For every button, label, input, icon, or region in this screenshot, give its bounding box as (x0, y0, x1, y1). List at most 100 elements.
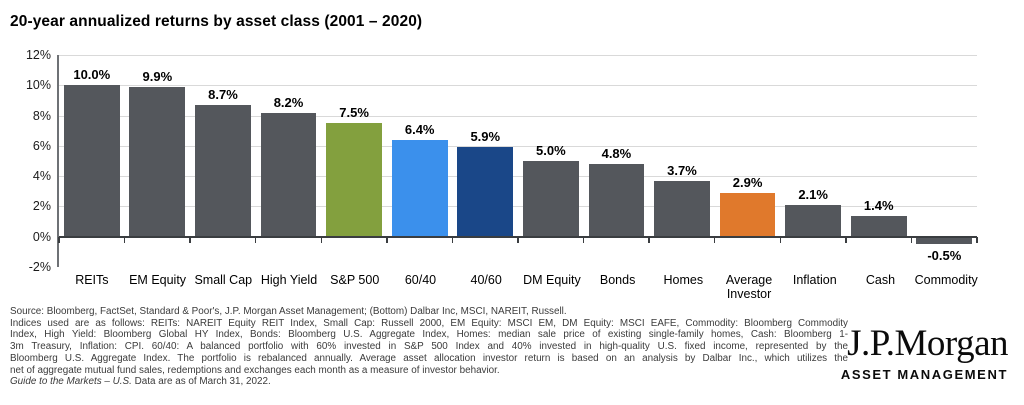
y-tick-label: 10% (25, 78, 51, 93)
bar (129, 86, 186, 237)
x-axis-tick (976, 236, 978, 243)
bar-value-label: 9.9% (142, 68, 173, 84)
bar (719, 192, 776, 237)
x-axis-tick (845, 236, 847, 243)
footer-line: Bloomberg U.S. Aggregate Index. The port… (10, 352, 848, 364)
x-category-label: Inflation (792, 273, 837, 287)
jpmorgan-logo-subtitle: ASSET MANAGEMENT (840, 367, 1008, 382)
bar-value-label: 10.0% (73, 67, 111, 83)
x-category-label: Commodity (914, 273, 978, 287)
bar (391, 139, 448, 237)
gridline (59, 145, 977, 147)
x-axis-tick (320, 236, 323, 243)
y-tick-label: 6% (32, 138, 51, 153)
bar-column-reits: 10.0% (59, 55, 125, 267)
y-tick-label: 4% (32, 169, 51, 184)
bar-column-em-equity: 9.9% (125, 55, 191, 267)
x-category-label: Homes (663, 273, 704, 287)
bar-value-label: 3.7% (667, 162, 697, 178)
bar-column-dm-equity: 5.0% (518, 55, 584, 267)
x-category-label: Average Investor (725, 273, 773, 301)
bar-value-label: 6.4% (404, 121, 435, 137)
bar (457, 147, 514, 237)
x-category-label: EM Equity (129, 273, 187, 287)
bar (326, 123, 382, 237)
x-category-label: S&P 500 (330, 273, 380, 287)
x-category-label: Bonds (599, 273, 636, 287)
bar-column-60-40: 6.4% (387, 55, 453, 267)
bar-column-cash: 1.4% (846, 55, 912, 267)
bar-column-small-cap: 8.7% (190, 55, 256, 267)
bar-column-bonds: 4.8% (584, 55, 650, 267)
chart-area: 12% 10% 8% 6% 4% 2% 0% -2% 10.0% 9.9% 8.7% 8.2% 7.5… (10, 48, 978, 274)
bar (195, 104, 251, 237)
x-axis-tick (451, 236, 454, 243)
x-category-label: High Yield (260, 273, 318, 287)
footer-guide-title: Guide to the Markets – U.S. (10, 376, 132, 388)
bar-column-s-p-500: 7.5% (321, 55, 387, 267)
bar-column-inflation: 2.1% (780, 55, 846, 267)
bar-value-label: 4.8% (601, 146, 632, 162)
x-axis-tick (123, 236, 126, 243)
bar-column-commodity: -0.5% (912, 55, 978, 267)
bar-column-homes: 3.7% (649, 55, 715, 267)
x-category-label: DM Equity (523, 273, 581, 287)
x-axis-tick (189, 236, 191, 243)
x-axis-tick (910, 236, 913, 243)
x-category-label: Cash (865, 273, 896, 287)
y-axis: 12% 10% 8% 6% 4% 2% 0% -2% (10, 48, 57, 274)
bar-value-label: 1.4% (863, 197, 894, 213)
bar (916, 236, 973, 245)
bar (522, 161, 579, 237)
x-axis-tick (713, 236, 716, 243)
gridline (59, 115, 977, 117)
x-category-label: Small Cap (194, 273, 253, 287)
gridline (59, 85, 977, 87)
gridline (59, 55, 977, 56)
y-tick-label: 2% (32, 199, 51, 214)
x-axis-tick (517, 236, 519, 243)
x-category-label: REITs (75, 273, 109, 287)
chart-plot-area: 10.0% 9.9% 8.7% 8.2% 7.5% 6.4% 5.9% 5.0% 4.8% 3.7… (57, 55, 978, 267)
footer-line: net of aggregate mutual fund sales, rede… (10, 364, 500, 376)
bar (785, 204, 841, 237)
x-axis-tick (386, 236, 388, 243)
bar-column-high-yield: 8.2% (256, 55, 322, 267)
bar-value-label: 5.0% (536, 143, 566, 158)
bar-value-label: 8.2% (273, 94, 304, 110)
footer-notes: Source: Bloomberg, FactSet, Standard & P… (10, 306, 848, 388)
gridline (59, 176, 977, 178)
footer-as-of-date: Data are as of March 31, 2022. (131, 376, 271, 388)
footer-source-line: Guide to the Markets – U.S. Data are as … (10, 376, 848, 388)
x-axis-tick (58, 236, 60, 243)
bars-row: 10.0% 9.9% 8.7% 8.2% 7.5% 6.4% 5.9% 5.0% 4.8% 3.7… (59, 55, 977, 267)
bar (588, 164, 645, 237)
x-axis-tick (582, 236, 585, 243)
x-category-label: 60/40 (404, 273, 437, 287)
chart-title: 20-year annualized returns by asset clas… (10, 13, 423, 30)
bar (260, 112, 317, 237)
bar-column-40-60: 5.9% (452, 55, 518, 267)
jpmorgan-logo: J.P.Morgan ASSET MANAGEMENT (840, 323, 1009, 383)
bar (63, 85, 120, 237)
x-axis-tick (648, 236, 650, 243)
bar-value-label: 2.1% (798, 186, 828, 202)
gridline (59, 206, 977, 208)
bar-value-label: 2.9% (732, 174, 763, 190)
footer-line: Source: Bloomberg, FactSet, Standard & P… (10, 306, 567, 317)
bar-column-average-investor: 2.9% (715, 55, 781, 267)
footer-line: Indices used are as follows: REITs: NARE… (10, 317, 848, 329)
y-tick-label: 12% (25, 48, 51, 62)
jpmorgan-logo-wordmark: J.P.Morgan (847, 323, 1008, 364)
x-axis-labels: REITs EM Equity Small Cap High Yield S&P 500… (59, 273, 979, 301)
bar-value-label: -0.5% (927, 248, 962, 264)
x-axis-tick (779, 236, 782, 243)
footer-line: 3m Treasury, Inflation: CPI. 60/40: A ba… (10, 341, 848, 353)
x-category-label: 40/60 (470, 273, 502, 287)
footer-line: Index, High Yield: Bloomberg Global HY I… (10, 329, 848, 341)
y-tick-label: 8% (32, 108, 51, 123)
bar-value-label: 7.5% (339, 105, 369, 121)
bar-value-label: 5.9% (470, 129, 501, 145)
bar (850, 215, 907, 237)
